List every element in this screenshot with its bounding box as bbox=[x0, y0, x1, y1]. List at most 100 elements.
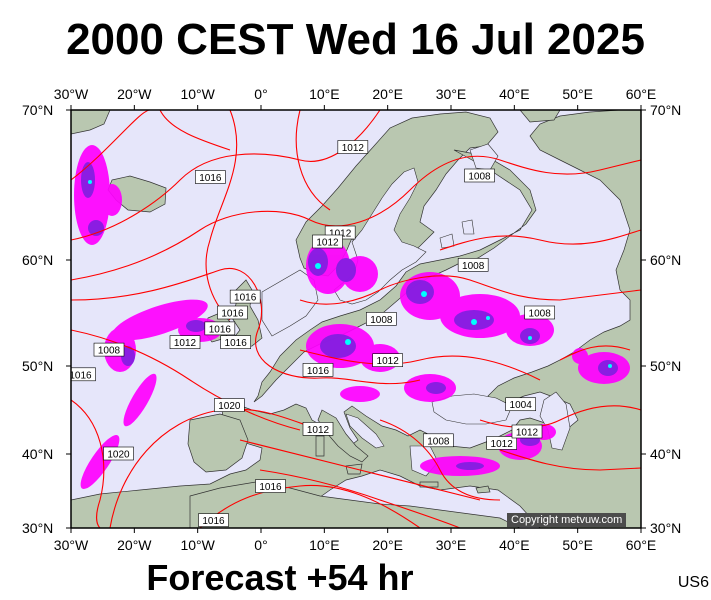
isobar-label-text: 1016 bbox=[202, 516, 225, 527]
isobar-label-text: 1012 bbox=[329, 229, 352, 240]
lat-tick-label-right: 70°N bbox=[650, 102, 682, 118]
copyright-notice: Copyright metvuw.com bbox=[507, 513, 627, 527]
lake-onega bbox=[461, 219, 475, 235]
frame-ticks bbox=[66, 105, 646, 533]
lon-tick-label-top: 10°E bbox=[309, 86, 340, 102]
caspian-sea bbox=[539, 391, 571, 451]
lon-tick-label-bottom: 30°E bbox=[435, 537, 467, 553]
isobar-label-text: 1008 bbox=[462, 261, 485, 272]
adriatic-sea bbox=[345, 413, 385, 449]
lon-tick-label-top: 30°W bbox=[53, 86, 89, 102]
isobar-label-text: 1012 bbox=[377, 356, 400, 367]
lon-tick-label-top: 60°E bbox=[625, 86, 657, 102]
isobar-label: 1020 bbox=[103, 446, 134, 461]
lon-tick-label-bottom: 50°E bbox=[562, 537, 593, 553]
isobar-label: 1008 bbox=[423, 433, 454, 447]
isobar-label-text: 1012 bbox=[316, 238, 339, 249]
isobar-lines bbox=[71, 110, 641, 528]
iberia-landmass bbox=[187, 413, 249, 473]
isobar-label: 1016 bbox=[220, 335, 251, 349]
lat-tick-label-right: 50°N bbox=[650, 358, 682, 374]
isobar-label-text: 1016 bbox=[199, 173, 222, 184]
isobar-label: 1020 bbox=[214, 398, 245, 412]
isobar-label-text: 1012 bbox=[491, 439, 514, 450]
isobar-label-text: 1004 bbox=[510, 400, 533, 411]
isobar-label-text: 1012 bbox=[342, 143, 365, 154]
lon-tick-label-bottom: 10°W bbox=[180, 537, 215, 553]
isobar-label: 1016 bbox=[217, 305, 248, 320]
sardinia-landmass bbox=[315, 435, 325, 457]
lon-tick-label-top: 50°E bbox=[562, 86, 593, 102]
isobar-label-text: 1016 bbox=[307, 366, 330, 377]
isobar-labels: 1016101210081012101210081016101610161012… bbox=[69, 140, 555, 527]
isobar-label: 1012 bbox=[169, 335, 201, 349]
isobar-label-text: 1012 bbox=[307, 425, 330, 436]
model-code: US6 bbox=[677, 574, 709, 591]
isobar-label: 1016 bbox=[302, 363, 334, 377]
lat-tick-label-left: 50°N bbox=[22, 358, 54, 374]
isobar-label-text: 1020 bbox=[107, 450, 130, 461]
lon-tick-label-top: 30°E bbox=[435, 86, 467, 102]
lat-tick-label-left: 70°N bbox=[22, 102, 54, 118]
isobar-label-text: 1016 bbox=[225, 338, 248, 349]
isobar-label: 1012 bbox=[312, 234, 343, 249]
precipitation-areas bbox=[74, 145, 630, 490]
isobar-label-text: 1016 bbox=[209, 324, 232, 335]
isobar-label-text: 1008 bbox=[427, 436, 450, 447]
isobar-label: 1016 bbox=[195, 170, 226, 184]
map-title: 2000 CEST Wed 16 Jul 2025 bbox=[66, 15, 645, 64]
lon-tick-label-top: 20°W bbox=[117, 86, 152, 102]
lat-tick-label-right: 40°N bbox=[650, 446, 682, 462]
isobar-label-text: 1008 bbox=[370, 315, 393, 326]
lon-tick-label-bottom: 20°E bbox=[372, 537, 403, 553]
lon-tick-label-bottom: 20°W bbox=[117, 537, 152, 553]
lat-tick-label-left: 30°N bbox=[22, 520, 54, 536]
isobar-label: 1012 bbox=[302, 422, 334, 436]
lat-tick-label-left: 40°N bbox=[22, 446, 54, 462]
lon-tick-label-bottom: 0° bbox=[254, 537, 268, 553]
lat-tick-label-right: 30°N bbox=[650, 520, 682, 536]
isobar-label-text: 1008 bbox=[468, 172, 491, 183]
isobar-label: 1008 bbox=[457, 257, 489, 272]
cyprus-landmass bbox=[475, 485, 491, 494]
isobar-label: 1008 bbox=[464, 168, 495, 183]
continental-landmass bbox=[71, 110, 641, 528]
lon-tick-label-bottom: 40°E bbox=[499, 537, 530, 553]
isobar-label-text: 1012 bbox=[174, 338, 197, 349]
forecast-subtitle: Forecast +54 hr bbox=[146, 557, 414, 598]
isobar-label: 1008 bbox=[366, 312, 397, 326]
isobar-label-text: 1016 bbox=[221, 309, 244, 320]
lon-tick-label-top: 40°E bbox=[499, 86, 530, 102]
isobar-label: 1016 bbox=[229, 289, 261, 304]
lon-tick-label-top: 10°W bbox=[180, 86, 215, 102]
isobar-label-text: 1020 bbox=[218, 401, 241, 412]
isobar-label: 1008 bbox=[93, 342, 125, 357]
isobar-label: 1008 bbox=[524, 305, 555, 320]
isobar-label: 1012 bbox=[337, 140, 369, 154]
isobar-label: 1012 bbox=[486, 436, 517, 450]
north-sea bbox=[261, 269, 319, 337]
isobar-label: 1016 bbox=[198, 513, 229, 527]
isobar-label: 1016 bbox=[69, 367, 96, 381]
isobar-label-text: 1008 bbox=[529, 309, 552, 320]
isobar-label-text: 1016 bbox=[69, 370, 92, 381]
lon-tick-label-bottom: 10°E bbox=[309, 537, 340, 553]
isobar-label-text: 1012 bbox=[516, 428, 539, 439]
isobar-label: 1004 bbox=[505, 397, 536, 411]
isobar-label: 1012 bbox=[511, 424, 543, 439]
isobar-label: 1016 bbox=[204, 321, 236, 335]
black-sea bbox=[431, 393, 513, 425]
lon-tick-label-bottom: 60°E bbox=[625, 537, 657, 553]
isobar-label: 1016 bbox=[255, 479, 286, 493]
lon-tick-label-bottom: 30°W bbox=[53, 537, 89, 553]
isobar-label: 1012 bbox=[372, 353, 403, 367]
greenland-landmass bbox=[71, 110, 111, 135]
lat-tick-label-left: 60°N bbox=[22, 252, 54, 268]
lon-tick-label-top: 0° bbox=[254, 86, 268, 102]
arctic-island bbox=[519, 110, 561, 123]
map-frame bbox=[70, 109, 642, 529]
lat-tick-label-right: 60°N bbox=[650, 252, 682, 268]
crete-landmass bbox=[419, 481, 439, 488]
isobar-label-text: 1016 bbox=[234, 293, 257, 304]
